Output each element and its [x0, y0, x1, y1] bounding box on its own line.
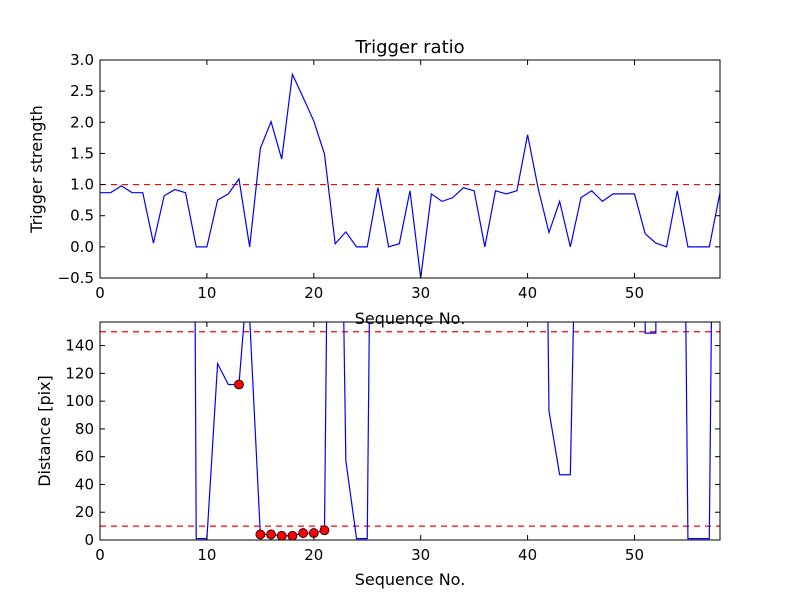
- trigger-y-tick-label-6: 2.5: [70, 82, 94, 100]
- trigger-y-tick-label-4: 1.5: [70, 144, 94, 162]
- distance-x-tick-label-5: 50: [625, 546, 644, 564]
- distance-y-axis-label: Distance [pix]: [35, 375, 54, 487]
- trigger-y-tick-label-5: 2.0: [70, 113, 94, 131]
- distance-plot-area: 0 10 20 30 40 50 0 20 40 60 80 100 120 140: [65, 321, 721, 564]
- distance-marker-point-2: [266, 529, 276, 540]
- distance-marker-point-1: [255, 529, 266, 540]
- distance-x-tick-label-1: 10: [197, 546, 216, 564]
- trigger-y-axis-label: Trigger strength: [27, 105, 46, 234]
- trigger-x-axis-label: Sequence No.: [355, 309, 466, 328]
- distance-series-line-0-0: [194, 322, 245, 540]
- distance-x-axis-label: Sequence No.: [355, 570, 466, 589]
- trigger-x-tick-label-2: 20: [304, 284, 323, 302]
- distance-y-tick-label-2: 40: [75, 475, 94, 493]
- distance-marker-point-7: [319, 525, 330, 536]
- distance-marker-point-0: [234, 379, 244, 390]
- trigger-x-tick-label-3: 30: [411, 284, 430, 302]
- distance-series-line-0-3: [343, 322, 370, 540]
- distance-series-layer: [100, 322, 720, 540]
- distance-chart: 0 10 20 30 40 50 0 20 40 60 80 100 120 140 Sequence N…: [35, 321, 721, 589]
- distance-series-line-2-0: [644, 322, 657, 334]
- distance-x-tick-label-2: 20: [304, 546, 323, 564]
- distance-series-line-1-0: [547, 322, 575, 476]
- trigger-series-layer: [100, 72, 720, 278]
- distance-marker-point-3: [276, 530, 287, 540]
- trigger-y-tick-label-3: 1.0: [70, 176, 94, 194]
- trigger-axes-frame: [99, 59, 721, 279]
- trigger-x-tick-label-1: 10: [197, 284, 216, 302]
- distance-y-tick-label-6: 120: [65, 364, 94, 382]
- trigger-y-tick-label-1: 0.0: [70, 238, 94, 256]
- distance-y-tick-label-5: 100: [65, 392, 94, 410]
- trigger-plot-area: 0 10 20 30 40 50 −0.5 0.0 0.5 1.0 1.5 2.0 2.5 3.0: [58, 51, 721, 302]
- trigger-chart: Trigger ratio 0 10 20 30 40 50 −0.5 0.0 0.5 1.0 1.…: [27, 37, 721, 328]
- distance-y-tick-label-0: 0: [84, 531, 94, 549]
- distance-x-tick-label-0: 0: [95, 546, 105, 564]
- trigger-y-tick-label-0: −0.5: [58, 269, 94, 287]
- distance-y-tick-label-7: 140: [65, 337, 94, 355]
- trigger-x-tick-label-4: 40: [518, 284, 537, 302]
- trigger-x-tick-label-5: 50: [625, 284, 644, 302]
- distance-marker-point-5: [298, 528, 309, 538]
- distance-x-tick-label-3: 30: [411, 546, 430, 564]
- trigger-x-tick-label-0: 0: [95, 284, 105, 302]
- distance-axes-frame: [99, 321, 721, 541]
- distance-x-tick-label-4: 40: [518, 546, 537, 564]
- distance-y-tick-label-3: 60: [75, 448, 94, 466]
- distance-y-tick-label-4: 80: [75, 420, 94, 438]
- trigger-y-tick-label-2: 0.5: [70, 207, 94, 225]
- distance-y-tick-label-1: 20: [75, 503, 94, 521]
- distance-marker-point-4: [287, 530, 298, 540]
- trigger-series-line-0-0: [100, 72, 720, 278]
- trigger-chart-title: Trigger ratio: [354, 37, 464, 58]
- trigger-y-tick-label-7: 3.0: [70, 51, 94, 69]
- distance-series-line-3-0: [685, 322, 713, 540]
